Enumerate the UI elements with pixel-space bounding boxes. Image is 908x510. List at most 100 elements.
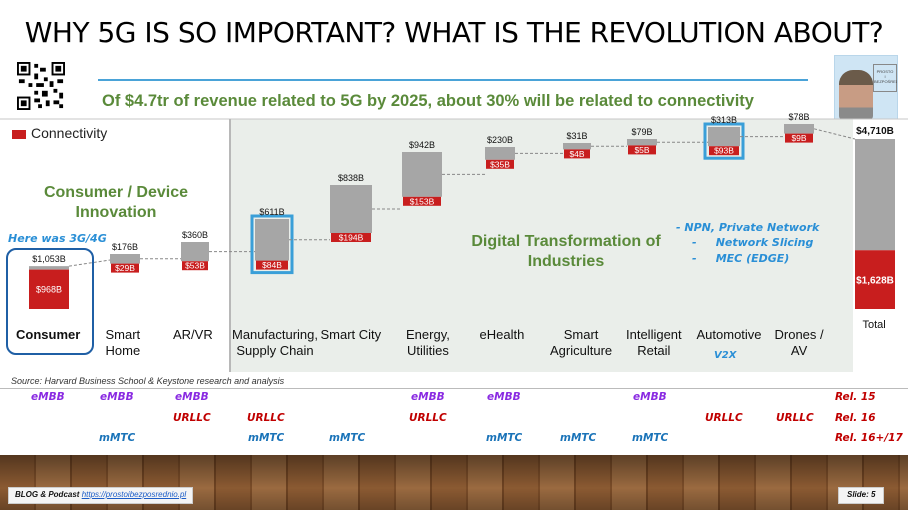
tag-urllc-5: URLLC: [409, 412, 447, 424]
total-label-drones-av: $78B: [788, 112, 809, 122]
bar-other-automotive: [708, 127, 740, 147]
title-rule: [98, 79, 808, 81]
qr-code-icon: [17, 62, 65, 110]
highlight-automotive: [703, 122, 745, 160]
total-label-smart-home: $176B: [112, 242, 138, 252]
connectivity-label-drones-av: $9B: [791, 133, 806, 143]
bar-connectivity-total: [855, 250, 895, 309]
category-label-ehealth: eHealth: [479, 327, 525, 342]
total-label-manufacturing-supply-chain: $611B: [259, 207, 284, 217]
blog-label: BLOG & Podcast: [15, 490, 80, 499]
bar-connectivity-drones-av: [785, 133, 813, 143]
bar-other-drones-av: [784, 124, 814, 134]
tag-urllc-2: URLLC: [173, 412, 211, 424]
connectivity-label-smart-city: $194B: [339, 233, 364, 243]
connector-consumer: [68, 259, 111, 267]
waterfall-chart: $1,053B $968B $176B $29B $360B $53B $611B $84B $…: [0, 112, 908, 372]
tag-mmtc-1: mMTC: [99, 432, 136, 444]
connectivity-label-ehealth: $35B: [490, 159, 510, 169]
total-label-smart-city: $838B: [338, 173, 364, 183]
bar-connectivity-smart-agriculture: [564, 149, 590, 159]
connectivity-label-automotive: $93B: [714, 146, 734, 156]
v2x-note: V2X: [714, 350, 737, 361]
total-label-intelligent-retail: $79B: [631, 127, 652, 137]
connectivity-label-energy-utilities: $153B: [410, 196, 435, 206]
bar-connectivity-intelligent-retail: [628, 145, 656, 155]
release-label-1: Rel. 16: [835, 412, 876, 424]
category-label-intelligent-retail: Intelligent Retail: [626, 327, 682, 358]
tag-mmtc-4: mMTC: [329, 432, 366, 444]
category-label-total: Total: [862, 319, 886, 331]
bar-other-smart-home: [110, 254, 140, 264]
connectivity-label-intelligent-retail: $5B: [634, 145, 649, 155]
podcast-logo: PROSTOIBEZPOŚREDNIO: [873, 64, 897, 92]
mec-note: - MEC (EDGE): [692, 252, 790, 265]
npn-note: - NPN, Private Network: [676, 221, 820, 234]
bar-other-intelligent-retail: [627, 139, 657, 146]
industry-panel: [230, 119, 853, 372]
tag-mmtc-3: mMTC: [248, 432, 285, 444]
legend-label-connectivity: Connectivity: [31, 125, 108, 141]
category-label-smart-home: Smart Home: [105, 327, 141, 358]
tag-embb-0: eMBB: [31, 391, 65, 403]
here-was-note: Here was 3G/4G: [8, 232, 107, 245]
total-label-energy-utilities: $942B: [409, 140, 435, 150]
connectivity-label-smart-home: $29B: [115, 263, 135, 273]
connectivity-label-total: $1,628B: [856, 276, 894, 287]
separator: [0, 388, 908, 389]
total-label-ehealth: $230B: [487, 135, 513, 145]
author-face: [839, 70, 873, 120]
category-label-automotive: Automotive: [696, 327, 762, 342]
bar-connectivity-smart-city: [331, 233, 371, 242]
bar-other-smart-city: [330, 185, 372, 233]
connectivity-label-manufacturing-supply-chain: $84B: [262, 260, 282, 270]
category-label-smart-city: Smart City: [320, 327, 382, 342]
bar-connectivity-energy-utilities: [403, 196, 441, 206]
tag-mmtc-6: mMTC: [486, 432, 523, 444]
bar-other-consumer: [29, 266, 69, 270]
blog-link[interactable]: https://prostoibezposrednio.pl: [81, 490, 187, 499]
tag-embb-5: eMBB: [411, 391, 445, 403]
category-label-smart-agriculture: Smart Agriculture: [550, 327, 613, 358]
chart-subtitle: Of $4.7tr of revenue related to 5G by 20…: [102, 92, 754, 110]
category-label-ar-vr: AR/VR: [173, 327, 213, 342]
category-label-manufacturing-supply-chain: Manufacturing, Supply Chain: [232, 327, 318, 358]
bar-other-ehealth: [485, 147, 515, 160]
category-label-energy-utilities: Energy, Utilities: [406, 327, 450, 358]
category-label-consumer: Consumer: [16, 327, 81, 342]
slide-number: Slide: 5: [838, 487, 885, 504]
bar-other-manufacturing-supply-chain: [255, 219, 289, 261]
bar-other-energy-utilities: [402, 152, 442, 197]
total-label-total: $4,710B: [856, 126, 894, 137]
tag-embb-6: eMBB: [487, 391, 521, 403]
total-label-smart-agriculture: $31B: [566, 131, 587, 141]
tag-mmtc-8: mMTC: [632, 432, 669, 444]
source-note: Source: Harvard Business School & Keysto…: [11, 376, 285, 386]
release-label-2: Rel. 16+/17: [835, 432, 903, 444]
connectivity-label-ar-vr: $53B: [185, 261, 205, 271]
bar-connectivity-ar-vr: [182, 261, 208, 271]
bar-connectivity-automotive: [709, 146, 739, 156]
total-label-automotive: $313B: [711, 115, 737, 125]
bar-other-total: [855, 139, 895, 251]
tag-urllc-3: URLLC: [247, 412, 285, 424]
connectivity-label-consumer: $968B: [36, 284, 62, 294]
bar-other-smart-agriculture: [563, 143, 591, 150]
bar-connectivity-manufacturing-supply-chain: [256, 260, 288, 270]
bar-connectivity-smart-home: [111, 263, 139, 273]
bar-other-ar-vr: [181, 242, 209, 262]
connector-drones-av: [813, 128, 856, 140]
total-label-consumer: $1,053B: [32, 254, 66, 264]
slide-title: WHY 5G IS SO IMPORTANT? WHAT IS THE REVO…: [24, 16, 884, 49]
tag-mmtc-7: mMTC: [560, 432, 597, 444]
legend-swatch-connectivity: [12, 130, 26, 139]
tag-urllc-9: URLLC: [705, 412, 743, 424]
bar-connectivity-ehealth: [486, 159, 514, 169]
connectivity-label-smart-agriculture: $4B: [569, 149, 584, 159]
total-label-ar-vr: $360B: [182, 230, 208, 240]
release-label-0: Rel. 15: [835, 391, 876, 403]
tag-urllc-10: URLLC: [776, 412, 814, 424]
author-photo: PROSTOIBEZPOŚREDNIO: [834, 55, 898, 121]
tag-embb-8: eMBB: [633, 391, 667, 403]
consumer-highlight-box: [6, 248, 94, 355]
